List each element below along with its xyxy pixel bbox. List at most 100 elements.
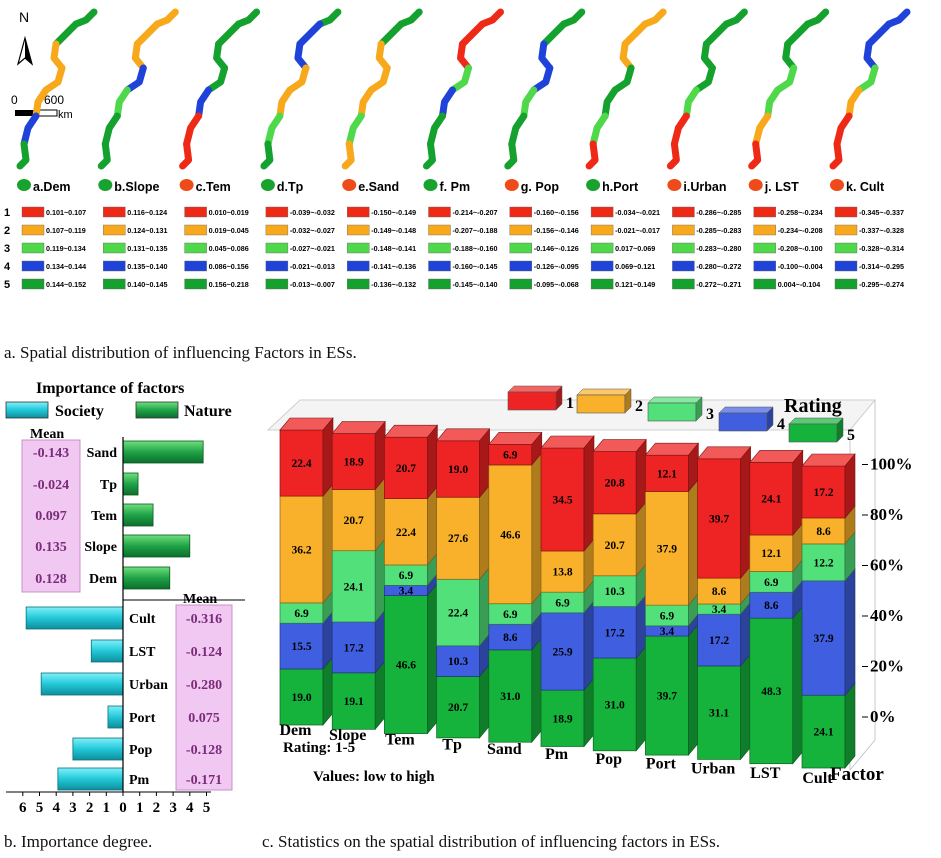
map-title-icon	[423, 179, 438, 191]
map-region	[133, 20, 161, 48]
segment-rating-4	[801, 580, 846, 696]
segment-rating-3	[592, 575, 637, 607]
segment-value: 27.6	[448, 533, 468, 545]
segment-value: 6.9	[764, 577, 779, 589]
y-tick-label: 0%	[870, 707, 896, 726]
bar-cult: 24.1 37.9 12.2 8.6 17.2	[801, 453, 856, 769]
map-title: e.Sand	[358, 180, 399, 194]
category-label: Dem	[89, 572, 117, 587]
y-axis-ticks: 0% 20% 40% 60% 80% 100%	[862, 455, 913, 726]
segment-side	[531, 637, 543, 744]
map-region	[131, 40, 147, 72]
map-region	[621, 20, 649, 48]
segment-value: 20.7	[448, 702, 468, 714]
segment-value: 20.7	[396, 463, 416, 475]
tick-label: 1	[136, 800, 144, 816]
legend-range: -0.295~-0.274	[859, 280, 904, 289]
map-region	[479, 8, 504, 28]
legend-range: 0.069~0.121	[615, 262, 655, 271]
legend-swatch	[265, 206, 289, 218]
map-title-icon	[830, 179, 844, 191]
legend-column-3: 0.010~0.019 0.019~0.045 0.045~0.086 0.086~0…	[184, 206, 249, 290]
segment-rating-1	[540, 447, 585, 552]
segment-side	[844, 567, 856, 697]
tick-label: 2	[153, 800, 161, 816]
legend-range: -0.207~-0.188	[453, 226, 498, 235]
mean-value: -0.128	[186, 743, 222, 758]
legend-range: 0.107~0.119	[46, 226, 86, 235]
map-region	[520, 86, 538, 120]
legend-row-label: 3	[4, 243, 10, 255]
segment-side	[635, 645, 647, 752]
map-1: a.Dem	[16, 8, 98, 194]
legend-swatch	[21, 278, 45, 290]
map-title: f. Pm	[440, 180, 471, 194]
bar-pm: 18.9 25.9 6.9 13.8 34.5	[540, 435, 595, 748]
map-row: a.Dem b.Slope c.Tem d.Tp e.Sand f. Pm g. Pop h.…	[16, 8, 911, 194]
segment-top	[644, 442, 700, 456]
segment-side	[427, 485, 438, 566]
map-title: g. Pop	[521, 180, 560, 194]
segment-side	[635, 438, 647, 515]
legend-swatch	[753, 278, 776, 290]
segment-side	[688, 478, 699, 606]
map-title-icon	[504, 179, 519, 191]
x-label: Tp	[442, 736, 462, 753]
segment-side	[531, 452, 543, 605]
map-region	[397, 8, 423, 28]
map-region	[101, 112, 121, 148]
segment-value: 12.1	[761, 548, 781, 560]
segment-rating-2	[488, 464, 533, 605]
segment-side	[635, 501, 647, 577]
bar-nature-dem	[122, 566, 171, 590]
map-region	[377, 20, 405, 48]
segment-rating-2	[749, 534, 794, 572]
legend-range: -0.286~-0.285	[696, 208, 741, 217]
map-region	[16, 140, 30, 170]
x-label: Dem	[280, 722, 313, 739]
segment-side	[479, 566, 490, 647]
map-region	[682, 86, 700, 120]
map-3: c.Tem	[179, 8, 261, 194]
segment-top	[801, 453, 856, 467]
rating-title: Rating	[784, 395, 842, 417]
segment-value: 22.4	[291, 458, 311, 470]
x-label: LST	[750, 765, 781, 782]
importance-title: Importance of factors	[36, 380, 184, 397]
segment-side	[792, 449, 804, 536]
segment-value: 22.4	[448, 608, 468, 620]
bar-society-pop	[72, 737, 124, 761]
legend-swatch	[184, 224, 207, 236]
legend-swatch	[21, 242, 45, 254]
x-axis-title: Factor	[830, 764, 884, 785]
legend-swatch	[428, 224, 451, 236]
segment-value: 17.2	[605, 627, 625, 639]
map-region	[589, 112, 609, 148]
segment-value: 46.6	[500, 529, 520, 541]
segment-rating-1	[697, 458, 741, 579]
legend-row-label: 2	[4, 225, 10, 237]
map-title-icon	[17, 179, 31, 191]
segment-value: 39.7	[709, 513, 729, 525]
map-region	[641, 8, 667, 28]
legend-range: 0.124~0.131	[127, 226, 167, 235]
bar-sand: 31.0 8.6 6.9 46.6 6.9	[488, 431, 543, 744]
legend-swatch	[103, 278, 126, 290]
tick-label: 4	[52, 800, 60, 816]
map-region	[700, 40, 716, 72]
legend-range: -0.258~-0.234	[778, 208, 823, 217]
map-title-icon	[586, 179, 601, 191]
category-label: Urban	[129, 678, 168, 693]
legend-column-2: 0.116~0.124 0.124~0.131 0.131~0.135 0.135~0…	[103, 206, 167, 290]
map-region	[585, 140, 599, 170]
segment-value: 6.9	[555, 597, 570, 609]
map-region	[296, 20, 324, 48]
y-tick-label: 80%	[870, 505, 904, 524]
tick-label: 3	[169, 800, 177, 816]
legend-swatch	[103, 206, 126, 218]
map-title: a.Dem	[33, 180, 71, 194]
segment-side	[583, 435, 595, 552]
legend-columns: 0.101~0.107 0.107~0.119 0.119~0.134 0.134~0…	[21, 206, 904, 290]
segment-rating-4	[488, 623, 533, 651]
